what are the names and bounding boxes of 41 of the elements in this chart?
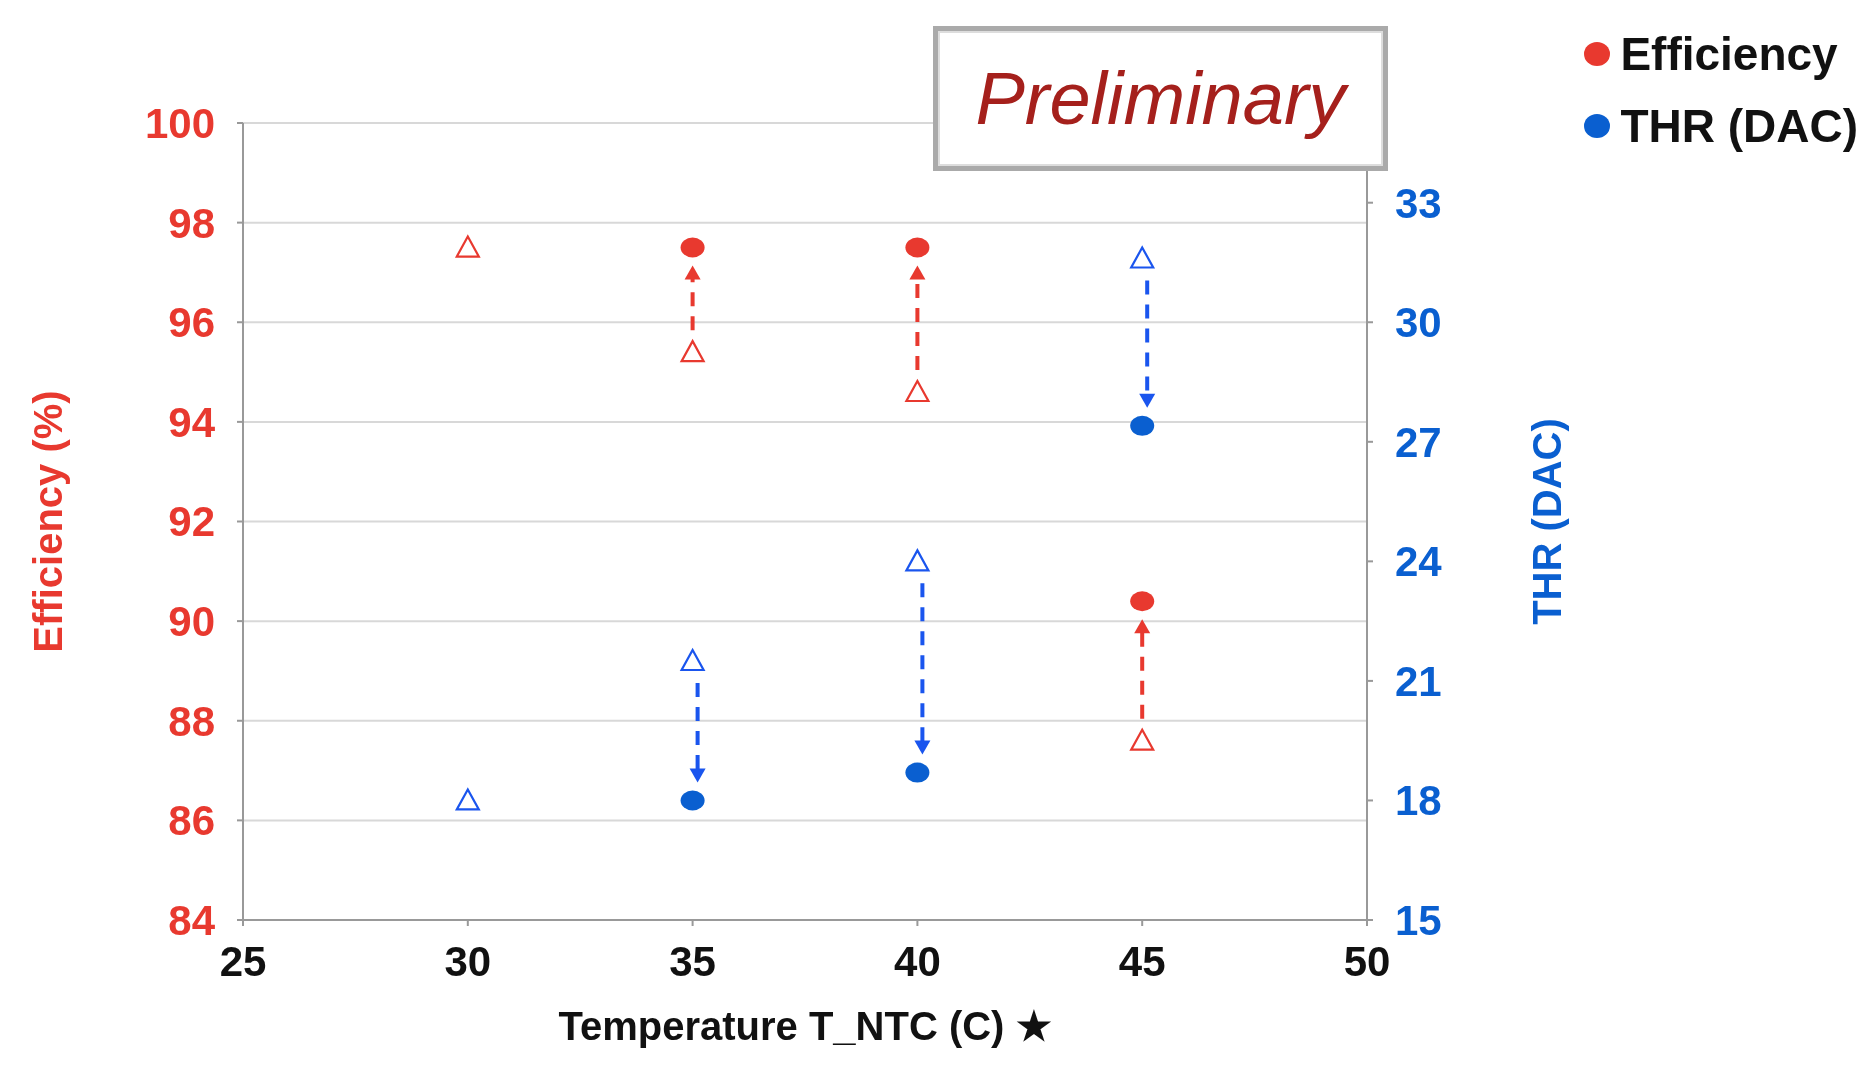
y-tick-label: 94 (168, 398, 216, 446)
legend-label: THR (DAC) (1620, 99, 1858, 153)
y2-tick-label: 24 (1395, 538, 1443, 586)
point (905, 237, 930, 258)
y2-tick-label: 18 (1395, 777, 1442, 825)
x-axis-title: Temperature T_NTC (C) ★ (558, 1004, 1052, 1048)
point (455, 235, 480, 258)
x-tick-label: 40 (894, 937, 941, 985)
x-tick-label: 50 (1343, 937, 1391, 985)
y2-tick-label: 21 (1395, 657, 1442, 705)
point (905, 762, 930, 783)
point (455, 788, 480, 811)
x-tick-label: 35 (669, 937, 716, 985)
y-axis-title: Efficiency (%) (26, 390, 71, 653)
point (1130, 246, 1155, 269)
point (680, 790, 705, 811)
y-tick-label: 100 (144, 99, 215, 147)
y-tick-label: 84 (168, 896, 216, 944)
y2-tick-label: 33 (1395, 179, 1442, 227)
point (680, 237, 705, 258)
y-tick-label: 88 (168, 697, 215, 745)
y-tick-label: 90 (168, 598, 215, 646)
y2-axis-title: THR (DAC) (1525, 418, 1570, 625)
point (680, 648, 705, 672)
y-tick-label: 96 (168, 299, 215, 347)
point (1130, 591, 1155, 612)
y2-tick-label: 15 (1395, 896, 1442, 944)
point (1130, 728, 1155, 751)
y2-tick-label: 27 (1395, 418, 1442, 466)
y2-tick-label: 30 (1395, 299, 1442, 347)
y-tick-label: 86 (168, 797, 215, 845)
point (680, 340, 705, 363)
y-tick-label: 92 (168, 498, 215, 546)
point (905, 549, 930, 572)
x-tick-label: 45 (1118, 937, 1166, 985)
x-tick-label: 30 (444, 937, 492, 985)
x-tick-label: 25 (219, 937, 267, 985)
legend-label: Efficiency (1620, 27, 1838, 81)
y-tick-label: 98 (168, 199, 215, 247)
point (905, 379, 930, 403)
point (1130, 415, 1155, 436)
